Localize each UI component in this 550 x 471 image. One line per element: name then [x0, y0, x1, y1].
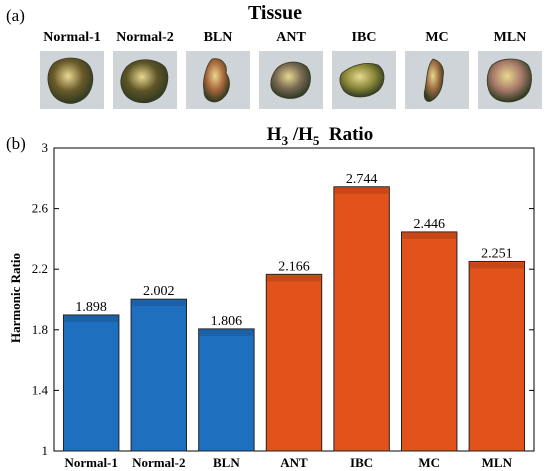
y-tick-label: 1	[42, 443, 49, 458]
bar-mln	[468, 260, 526, 452]
bar-value-label: 2.446	[413, 217, 445, 232]
tissue-sample-name: ANT	[276, 30, 306, 45]
bar-shade	[199, 329, 254, 336]
bar-value-label: 2.744	[346, 172, 378, 187]
plot-area: 1 1.4 1.8 2.2 2.6 3 1.898 Normal-1 2.002 Normal-2…	[32, 140, 535, 470]
tissue-sample-ant: ANT	[259, 30, 323, 109]
x-tick-label: MLN	[482, 455, 513, 470]
tissue-photo	[113, 51, 177, 109]
bar-value-label: 1.806	[211, 314, 243, 329]
x-tick-label: IBC	[350, 455, 373, 470]
bar-shade	[64, 315, 118, 322]
panel-b-label: (b)	[6, 134, 26, 153]
tissue-photo-row: Normal-1 Normal-2 BLN ANT IBC MC MLN	[40, 30, 545, 110]
bar-value-label: 2.166	[278, 259, 310, 274]
bar-shade	[334, 187, 389, 194]
x-tick-label: ANT	[280, 455, 308, 470]
chart-title: H3 /H5 Ratio	[267, 124, 373, 148]
tissue-sample-name: BLN	[203, 30, 233, 45]
chart-title-sub1: 3	[282, 133, 289, 148]
bar-value-label: 2.251	[481, 246, 513, 261]
x-tick-label: BLN	[213, 455, 240, 470]
tissue-sample-name: Normal-1	[43, 30, 101, 45]
bar-normal-2	[130, 298, 188, 452]
y-tick-label: 2.2	[32, 261, 48, 276]
tissue-sample-normal-1: Normal-1	[40, 30, 104, 109]
tissue-sample-name: MC	[425, 30, 449, 45]
bar-ibc	[333, 186, 390, 452]
tissue-photo	[332, 51, 396, 109]
chart-title-end: Ratio	[319, 124, 373, 145]
bar-ant	[265, 273, 323, 452]
tissue-sample-normal-2: Normal-2	[113, 30, 177, 109]
tissue-photo	[478, 51, 542, 109]
tissue-sample-mc: MC	[405, 30, 469, 109]
tissue-sample-bln: BLN	[186, 30, 250, 109]
chart-title-sub2: 5	[313, 133, 320, 148]
bar-normal-1	[62, 314, 120, 452]
ratio-bar-chart: H3 /H5 Ratio 11.41.82.22.631.898Normal-1…	[8, 124, 535, 470]
x-tick-label: MC	[418, 455, 440, 470]
x-tick-label: Normal-2	[132, 455, 185, 470]
tissue-sample-mln: MLN	[478, 30, 542, 109]
tissue-sample-name: IBC	[351, 30, 377, 45]
y-axis-label: Harmonic Ratio	[8, 253, 23, 343]
chart-title-h: H	[267, 124, 282, 145]
tissue-sample-name: MLN	[493, 30, 527, 45]
bar-value-label: 2.002	[143, 284, 175, 299]
tissue-title: Tissue	[247, 2, 303, 24]
bar-shade	[132, 300, 186, 307]
tissue-photo	[40, 51, 104, 109]
tissue-sample-name: Normal-2	[116, 30, 174, 45]
bar-value-label: 1.898	[75, 300, 107, 315]
bar-shade	[402, 232, 456, 239]
y-tick-label: 1.4	[32, 382, 49, 397]
bar-mc	[400, 231, 458, 452]
chart-title-mid: /H	[288, 124, 313, 145]
bar-bln	[198, 328, 255, 452]
x-tick-label: Normal-1	[64, 455, 117, 470]
tissue-sample-ibc: IBC	[332, 30, 396, 109]
tissue-photo	[259, 51, 323, 109]
y-tick-label: 1.8	[32, 322, 48, 337]
y-tick-label: 3	[42, 140, 49, 155]
bar-shade	[267, 275, 321, 282]
tissue-photo	[186, 51, 250, 109]
panel-a-label: (a)	[6, 6, 25, 25]
bar-shade	[470, 262, 524, 269]
y-tick-label: 2.6	[32, 201, 49, 216]
tissue-photo	[405, 51, 469, 109]
